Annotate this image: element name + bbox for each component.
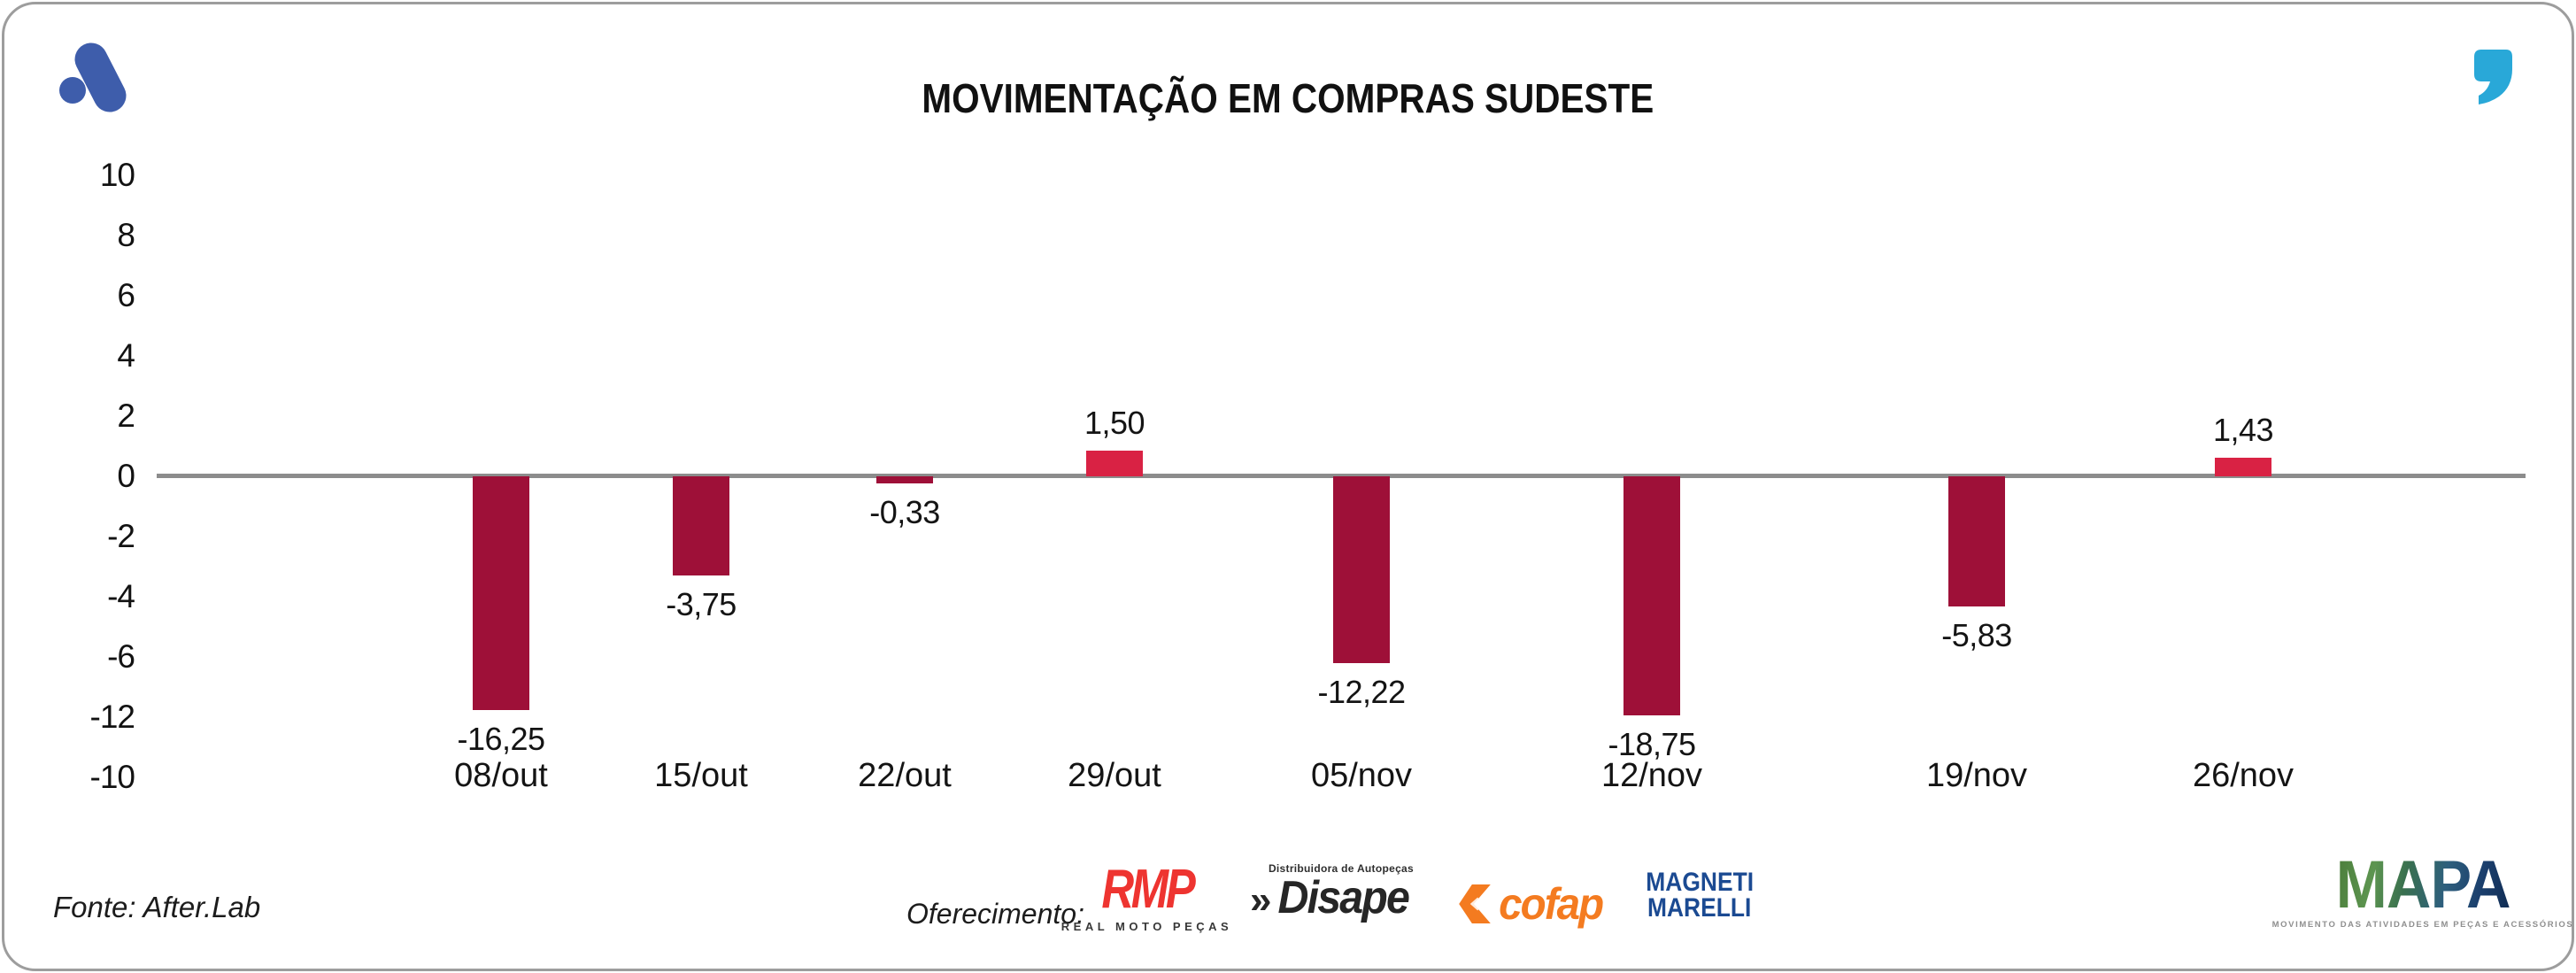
bar-value-label: 1,50 (1084, 405, 1145, 441)
bar-05/nov[interactable] (1333, 476, 1390, 663)
magneti-marelli-logo: MAGNETI MARELLI (1633, 869, 1766, 922)
bar-value-label: 1,43 (2212, 412, 2274, 448)
cofap-logo-text: cofap (1499, 879, 1604, 929)
mapa-tagline: MOVIMENTO DAS ATIVIDADES EM PEÇAS E ACES… (2271, 919, 2574, 930)
chart-title: MOVIMENTAÇÃO EM COMPRAS SUDESTE (922, 75, 1654, 121)
rmp-logo-text: RMP (1100, 859, 1195, 920)
cofap-logo: cofap (1459, 882, 1605, 926)
rmp-logo: RMP REAL MOTO PEÇAS (1061, 859, 1229, 933)
bar-15/out[interactable] (673, 476, 729, 575)
bar-08/out[interactable] (473, 476, 529, 710)
x-axis-category-label: 15/out (654, 757, 748, 794)
rmp-tagline: REAL MOTO PEÇAS (1060, 919, 1233, 933)
disape-tagline: Distribuidora de Autopeças (1268, 862, 1414, 875)
y-axis-tick-label: 4 (117, 337, 135, 374)
bar-value-label: -0,33 (869, 494, 940, 530)
mapa-logo-text: MAPA (2335, 847, 2510, 923)
bar-22/out[interactable] (876, 476, 933, 483)
afterlab-mark-icon (59, 42, 127, 112)
y-axis-tick-label: -12 (89, 699, 135, 735)
disape-logo-text: Disape (1278, 872, 1410, 923)
disape-logo: Distribuidora de Autopeças » Disape (1232, 862, 1414, 923)
bar-value-label: -18,75 (1608, 726, 1696, 762)
y-axis-tick-label: 0 (117, 458, 135, 494)
bar-19/nov[interactable] (1948, 476, 2005, 606)
x-axis-category-label: 05/nov (1310, 757, 1413, 794)
y-axis-tick-label: 10 (99, 157, 135, 193)
bar-value-label: -5,83 (1941, 617, 2012, 653)
disape-chevrons-icon: » (1249, 878, 1272, 922)
magneti-logo-line2: MARELLI (1647, 893, 1752, 923)
zero-axis-line (157, 474, 2526, 478)
bar-value-label: -16,25 (457, 721, 545, 757)
x-axis-category-label: 29/out (1068, 757, 1161, 794)
sponsor-intro-label: Oferecimento: (906, 898, 1084, 930)
x-axis-category-label: 22/out (858, 757, 952, 794)
magneti-logo-line1: MAGNETI (1646, 868, 1754, 897)
x-axis-category-label: 19/nov (1925, 757, 2028, 794)
source-note: Fonte: After.Lab (53, 891, 261, 923)
y-axis-tick-label: -4 (107, 578, 135, 614)
y-axis-tick-label: -10 (89, 759, 135, 795)
bar-29/out[interactable] (1086, 451, 1143, 476)
x-axis-category-label: 08/out (454, 757, 548, 794)
quote-icon (2474, 50, 2512, 104)
y-axis-tick-label: -6 (107, 638, 135, 675)
cofap-arrow-icon (1459, 884, 1491, 923)
y-axis-tick-label: -2 (107, 518, 135, 554)
bar-value-label: -3,75 (666, 586, 737, 622)
bar-12/nov[interactable] (1623, 476, 1680, 715)
mapa-logo: MAPA MOVIMENTO DAS ATIVIDADES EM PEÇAS E… (2272, 847, 2572, 930)
y-axis-tick-label: 2 (117, 398, 135, 434)
x-axis-category-label: 26/nov (2192, 757, 2294, 794)
bar-value-label: -12,22 (1317, 674, 1406, 710)
y-axis-tick-label: 6 (117, 277, 135, 313)
x-axis-category-label: 12/nov (1600, 757, 1703, 794)
y-axis-tick-label: 8 (117, 217, 135, 253)
bar-26/nov[interactable] (2215, 458, 2271, 476)
